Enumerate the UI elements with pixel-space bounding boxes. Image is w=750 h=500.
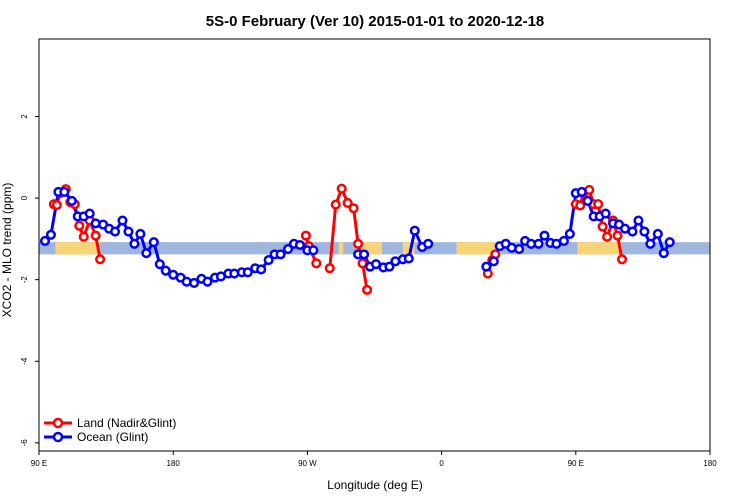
- data-point-ocean: [564, 228, 575, 240]
- x-tick-label: 90 E: [568, 459, 584, 468]
- data-point-ocean: [639, 226, 650, 237]
- data-point-land: [593, 199, 604, 210]
- x-axis: 90 E 180 90 W 0 90 E 180: [31, 451, 717, 468]
- x-tick-label: 180: [703, 459, 717, 468]
- data-point-land: [575, 200, 586, 211]
- data-point-ocean: [481, 261, 492, 272]
- y-tick-label: -6: [20, 439, 29, 447]
- data-point-land: [51, 199, 62, 211]
- data-point-ocean: [582, 195, 593, 206]
- data-point-land: [602, 231, 613, 242]
- data-point-ocean: [359, 249, 370, 260]
- data-point-land: [324, 263, 335, 274]
- data-point-ocean: [117, 215, 128, 226]
- x-tick-label: 0: [439, 459, 444, 468]
- data-point-ocean: [123, 226, 134, 237]
- data-point-ocean: [148, 237, 159, 248]
- data-point-ocean: [664, 237, 675, 248]
- data-point-ocean: [160, 265, 171, 276]
- chart-title: 5S-0 February (Ver 10) 2015-01-01 to 202…: [206, 13, 545, 30]
- data-point-ocean: [59, 186, 70, 198]
- data-point-ocean: [558, 235, 569, 246]
- legend-label-land: Land (Nadir&Glint): [77, 416, 176, 430]
- data-point-ocean: [627, 226, 638, 237]
- data-point-ocean: [39, 235, 51, 246]
- data-point-land: [330, 199, 341, 210]
- data-point-ocean: [652, 228, 663, 240]
- data-point-ocean: [533, 238, 544, 249]
- y-tick-label: 0: [20, 195, 29, 200]
- data-point-land: [597, 221, 608, 232]
- data-point-land: [336, 183, 347, 194]
- x-axis-label: Longitude (deg E): [327, 478, 422, 492]
- data-point-ocean: [282, 244, 294, 255]
- data-point-land: [311, 258, 322, 269]
- data-point-land: [348, 203, 359, 214]
- legend-marker-land: [52, 417, 64, 429]
- data-point-ocean: [633, 215, 644, 226]
- data-point-land: [78, 231, 89, 242]
- x-tick-label: 90 E: [31, 459, 47, 468]
- data-point-ocean: [263, 255, 274, 266]
- data-point-ocean: [539, 230, 550, 241]
- band-land-region: [338, 242, 344, 255]
- data-point-land: [612, 230, 623, 241]
- data-point-ocean: [384, 261, 395, 272]
- data-point-land: [361, 284, 373, 295]
- y-tick-label: -4: [20, 357, 29, 365]
- data-point-ocean: [84, 208, 95, 219]
- data-point-ocean: [645, 238, 656, 249]
- data-point-ocean: [256, 264, 267, 275]
- legend-marker-ocean: [52, 431, 64, 443]
- data-point-ocean: [308, 245, 319, 256]
- y-axis-label: XCO2 - MLO trend (ppm): [0, 183, 14, 318]
- y-tick-label: 2: [20, 114, 29, 119]
- data-point-ocean: [154, 259, 165, 270]
- data-point-land: [616, 254, 628, 265]
- data-point-ocean: [514, 244, 525, 255]
- data-point-ocean: [488, 256, 499, 267]
- plot-frame: [38, 38, 711, 452]
- reference-band: [39, 242, 710, 255]
- data-point-ocean: [202, 276, 213, 287]
- y-tick-label: -2: [20, 276, 29, 284]
- data-point-ocean: [576, 186, 587, 198]
- data-point-ocean: [242, 267, 253, 278]
- data-point-ocean: [135, 228, 146, 240]
- data-point-ocean: [109, 226, 121, 237]
- data-point-land: [342, 197, 353, 209]
- data-point-ocean: [403, 253, 414, 264]
- data-point-ocean: [294, 239, 305, 251]
- data-point-ocean: [45, 229, 56, 240]
- band-land-region: [402, 242, 415, 255]
- data-point-ocean: [275, 249, 286, 260]
- data-point-land: [95, 254, 106, 265]
- data-point-land: [90, 230, 101, 241]
- data-point-ocean: [189, 277, 200, 288]
- data-point-ocean: [423, 238, 434, 249]
- data-point-ocean: [600, 208, 611, 219]
- legend: Land (Nadir&Glint) Ocean (Glint): [44, 416, 176, 444]
- data-point-ocean: [658, 248, 669, 259]
- data-point-ocean: [66, 195, 77, 206]
- data-point-ocean: [409, 225, 420, 236]
- series-layer: [39, 183, 675, 295]
- band-land-region: [577, 242, 623, 255]
- x-tick-label: 180: [167, 459, 181, 468]
- band-land-region: [55, 242, 101, 255]
- legend-label-ocean: Ocean (Glint): [77, 430, 148, 444]
- x-tick-label: 90 W: [298, 459, 317, 468]
- band-land-region: [456, 242, 502, 255]
- data-point-land: [74, 220, 85, 231]
- data-point-land: [300, 230, 311, 241]
- data-point-land: [353, 238, 364, 249]
- y-axis: -6 -4 -2 0 2: [20, 114, 39, 447]
- data-point-ocean: [141, 248, 152, 259]
- data-point-ocean: [129, 238, 140, 249]
